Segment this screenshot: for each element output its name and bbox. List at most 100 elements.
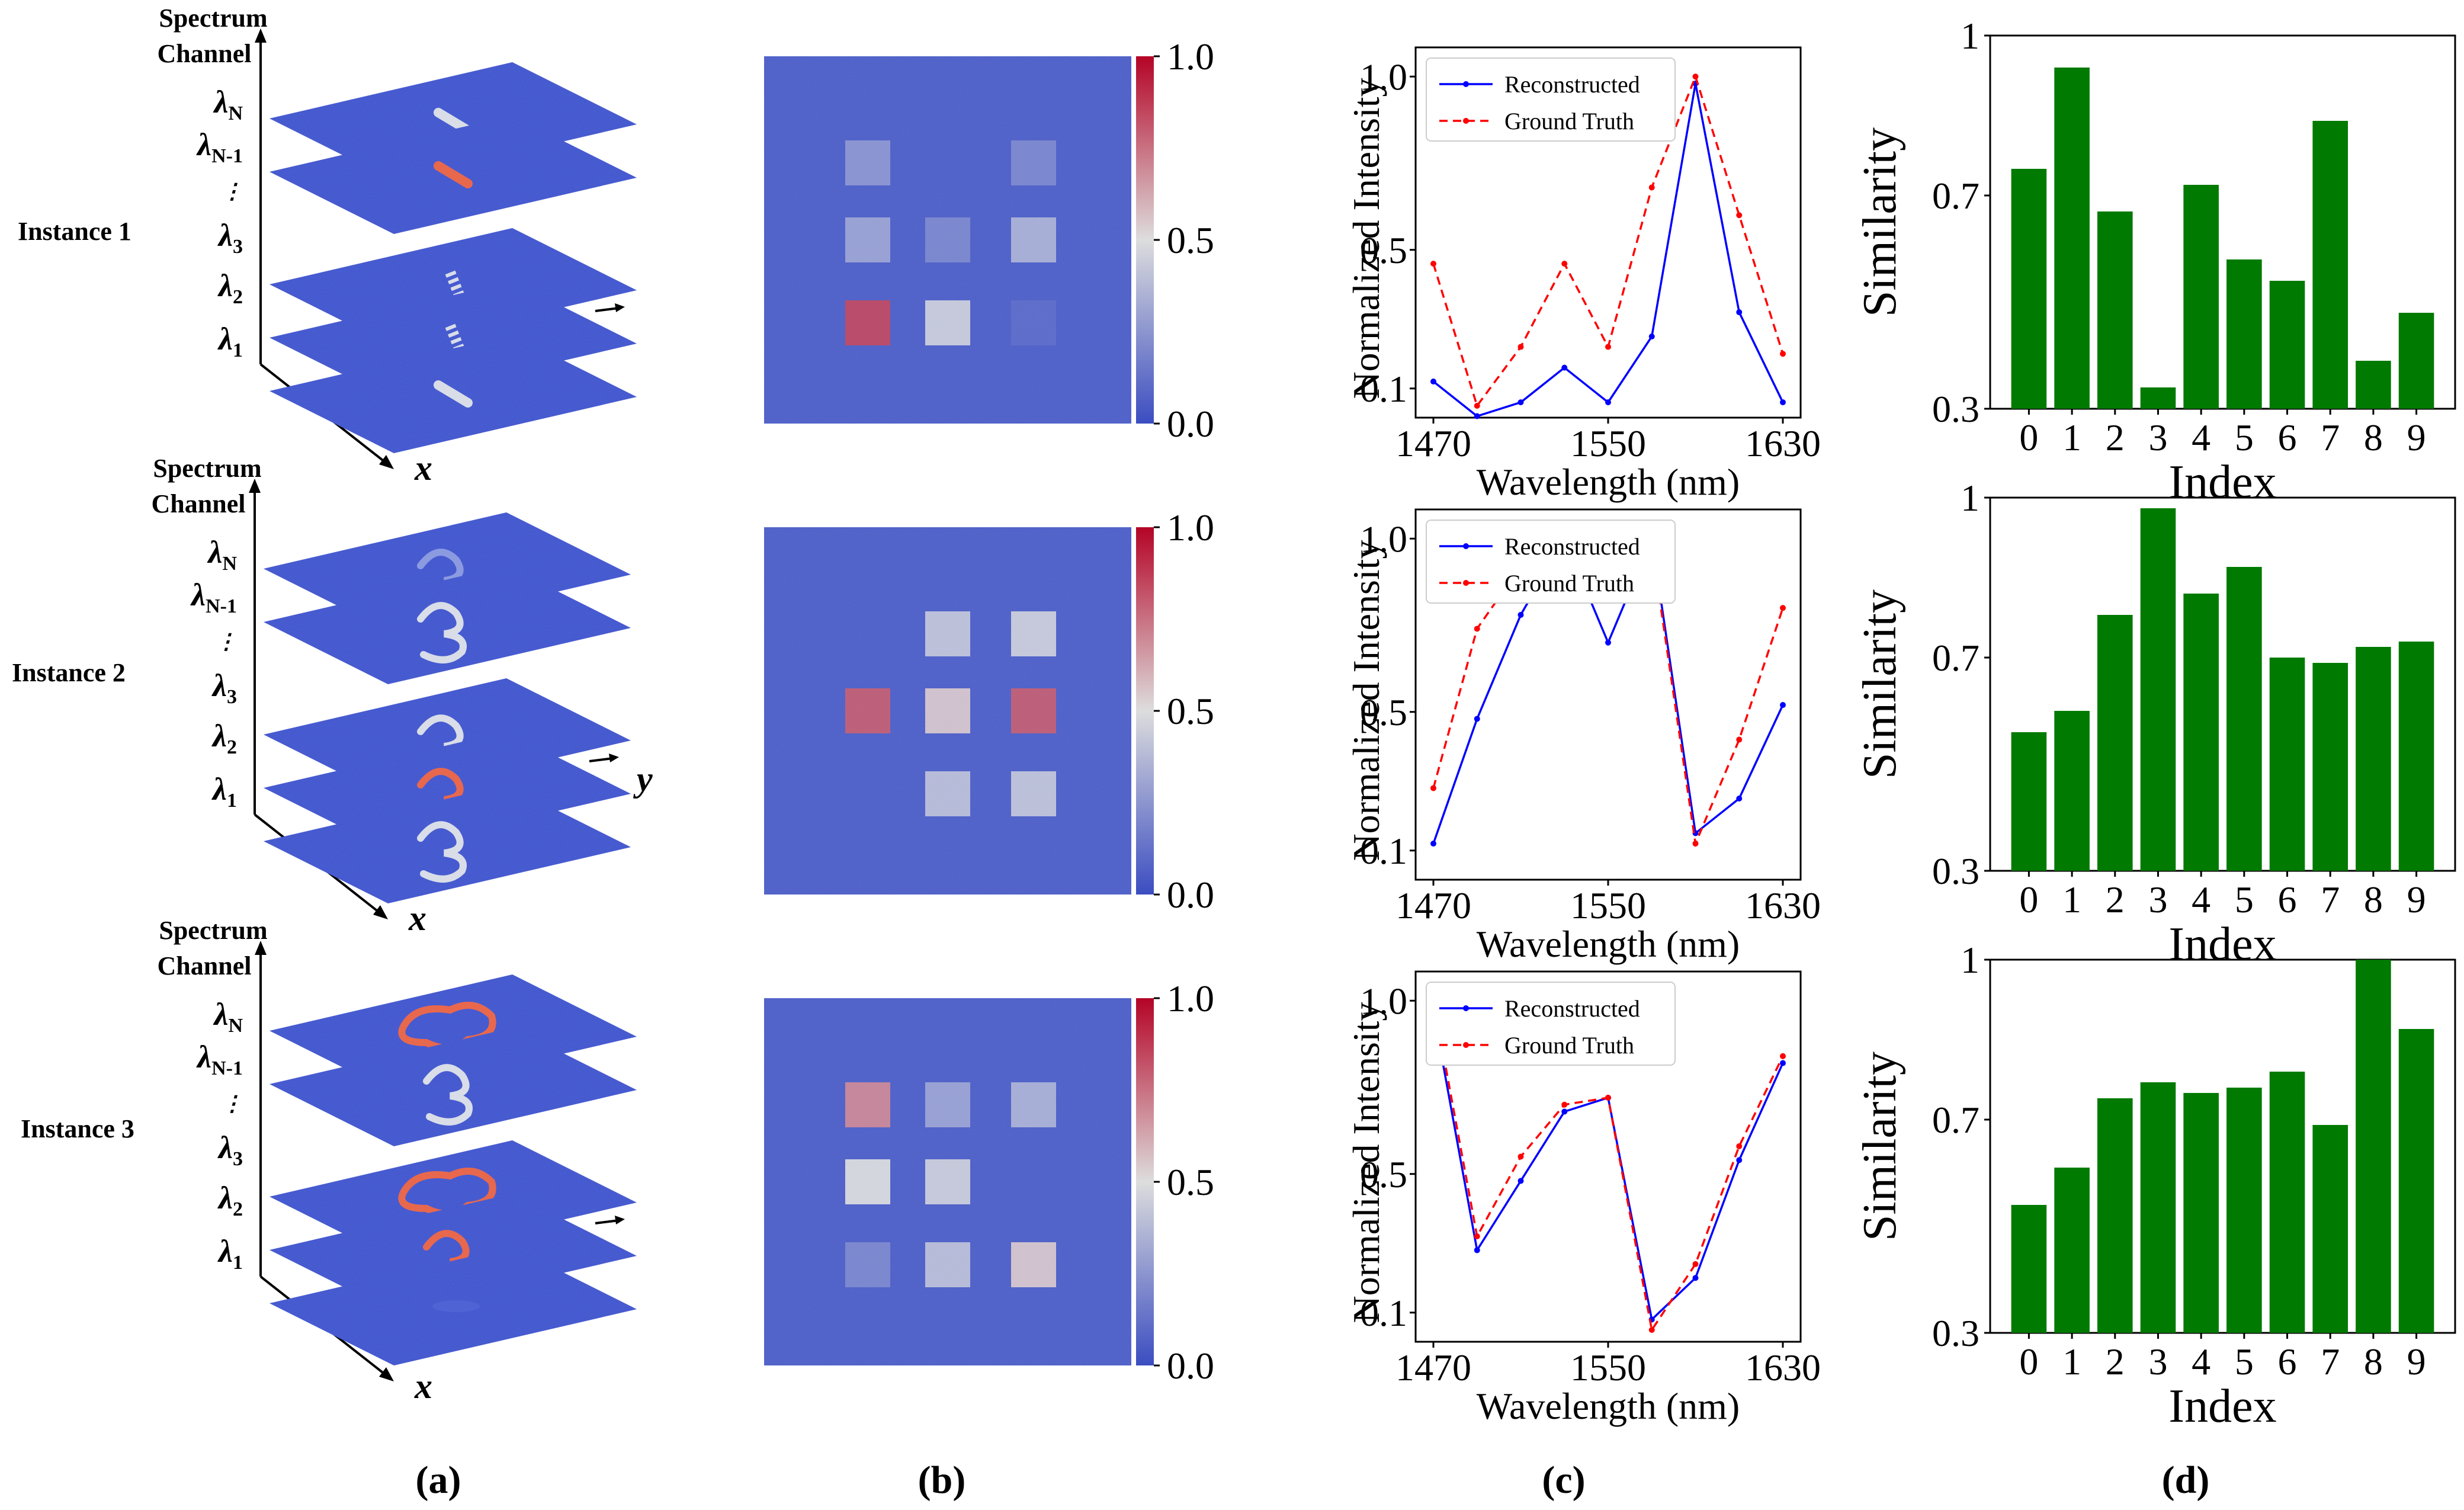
bar bbox=[2183, 185, 2219, 409]
cell-texture bbox=[845, 217, 890, 262]
layer-subscript: N bbox=[222, 553, 237, 575]
legend-marker bbox=[1463, 118, 1469, 124]
series-point bbox=[1736, 1157, 1743, 1163]
series-point bbox=[1517, 1178, 1524, 1184]
series-point bbox=[1561, 1101, 1568, 1108]
spectrum-title-line2: Channel bbox=[152, 489, 246, 518]
instance-label: Instance 1 bbox=[18, 217, 131, 246]
panel-b: 1.0 0.5 0.0 1.0 0.5 0.0 1.0 0.5 0.0 bbox=[764, 36, 1214, 1387]
y-tick-label: 1.0 bbox=[1360, 518, 1407, 560]
layer-label: λN bbox=[213, 996, 243, 1037]
instance-label: Instance 3 bbox=[21, 1114, 134, 1143]
pattern-dots bbox=[445, 270, 467, 304]
x-tick-label: 0 bbox=[2019, 416, 2038, 459]
x-tick-label: 0 bbox=[2019, 1341, 2038, 1383]
y-tick-label: 0.1 bbox=[1360, 1292, 1407, 1334]
plot-frame bbox=[1989, 958, 2456, 1334]
series-point bbox=[1474, 626, 1480, 632]
series-point bbox=[1430, 261, 1436, 267]
y-tick-label: 1.0 bbox=[1360, 980, 1407, 1022]
bar bbox=[2398, 313, 2434, 409]
cell-texture bbox=[1011, 1082, 1056, 1127]
bar bbox=[2312, 663, 2348, 871]
pattern-faint bbox=[432, 1300, 480, 1312]
legend-marker bbox=[1463, 1042, 1469, 1048]
bar bbox=[2140, 508, 2176, 871]
x-tick-label: 1630 bbox=[1745, 1347, 1821, 1389]
series-point bbox=[1474, 1247, 1480, 1253]
layer-label: λN-1 bbox=[196, 127, 243, 167]
y-tick-label: 0.1 bbox=[1360, 830, 1407, 872]
colorbar-tick-label: 0.5 bbox=[1167, 690, 1214, 732]
cell-texture bbox=[845, 1242, 890, 1287]
cell-texture bbox=[925, 1159, 970, 1204]
x-tick-label: 2 bbox=[2106, 1341, 2125, 1383]
bar bbox=[2054, 1168, 2090, 1333]
x-tick-label: 1470 bbox=[1395, 422, 1471, 464]
y-tick-label: 0.3 bbox=[1932, 388, 1979, 430]
y-axis-line bbox=[595, 1219, 620, 1224]
cell-texture bbox=[1011, 300, 1056, 345]
legend-marker bbox=[1463, 543, 1469, 549]
series-point bbox=[1692, 841, 1699, 847]
x-tick-label: 8 bbox=[2364, 1341, 2383, 1383]
cell-texture bbox=[1011, 1242, 1056, 1287]
x-tick-label: 3 bbox=[2148, 416, 2167, 459]
layer-label: λN bbox=[213, 84, 243, 124]
pattern-curl bbox=[417, 602, 467, 663]
bar bbox=[2312, 1125, 2348, 1333]
y-tick-label: 1 bbox=[1961, 15, 1979, 57]
bar bbox=[2011, 169, 2047, 409]
spectrum-title-line1: Spectrum bbox=[159, 4, 267, 33]
panel-labels: (a) (b) (c) (d) bbox=[416, 1458, 2210, 1502]
series-point bbox=[1736, 796, 1743, 802]
x-tick-label: 4 bbox=[2192, 1341, 2210, 1383]
layer-subscript: 2 bbox=[233, 1198, 243, 1220]
legend-label: Ground Truth bbox=[1504, 570, 1634, 597]
cell-texture bbox=[925, 771, 970, 816]
series-point bbox=[1474, 716, 1480, 722]
bar bbox=[2356, 361, 2391, 409]
heatmap-2: 1.0 0.5 0.0 bbox=[764, 506, 1214, 916]
x-tick-label: 1 bbox=[2062, 1341, 2081, 1383]
instance-label: Instance 2 bbox=[12, 658, 126, 687]
y-axis-title: Similarity bbox=[1854, 1051, 1906, 1241]
y-tick-label: 0.3 bbox=[1932, 1312, 1979, 1354]
x-tick-label: 2 bbox=[2106, 879, 2125, 921]
x-axis-label: x bbox=[414, 448, 432, 488]
series-point bbox=[1517, 399, 1524, 406]
y-tick-label: 1 bbox=[1961, 939, 1979, 981]
bar bbox=[2183, 594, 2219, 871]
bar bbox=[2011, 1205, 2047, 1333]
series-point bbox=[1605, 344, 1611, 350]
layer-label: ⋮ bbox=[222, 1092, 243, 1115]
layer-label: λN-1 bbox=[190, 577, 237, 617]
series-point bbox=[1561, 364, 1568, 371]
x-tick-label: 1550 bbox=[1570, 1347, 1646, 1389]
x-tick-label: 6 bbox=[2278, 416, 2297, 459]
bar bbox=[2398, 642, 2434, 871]
pattern-dots bbox=[445, 323, 467, 358]
y-tick-label: 0.3 bbox=[1932, 850, 1979, 892]
x-tick-label: 1 bbox=[2062, 879, 2081, 921]
x-axis-title: Index bbox=[2168, 1380, 2276, 1432]
bar bbox=[2097, 1098, 2133, 1333]
layer-subscript: N-1 bbox=[211, 1057, 243, 1079]
series-point bbox=[1692, 1261, 1699, 1267]
series-point bbox=[1692, 1275, 1699, 1281]
y-tick-label: 0.5 bbox=[1360, 1153, 1407, 1195]
x-tick-label: 1470 bbox=[1395, 884, 1471, 926]
y-tick-label: 0.7 bbox=[1932, 637, 1979, 679]
colorbar-tick-label: 1.0 bbox=[1167, 977, 1214, 1020]
series-point bbox=[1648, 1327, 1655, 1333]
series-point bbox=[1561, 261, 1568, 267]
layer-subscript: 2 bbox=[227, 736, 237, 758]
bar bbox=[2398, 1029, 2434, 1333]
y-axis-arrow bbox=[609, 754, 619, 762]
layer-subscript: 1 bbox=[233, 1252, 243, 1274]
cell-texture bbox=[925, 300, 970, 345]
x-axis-title: Wavelength (nm) bbox=[1477, 1385, 1740, 1427]
